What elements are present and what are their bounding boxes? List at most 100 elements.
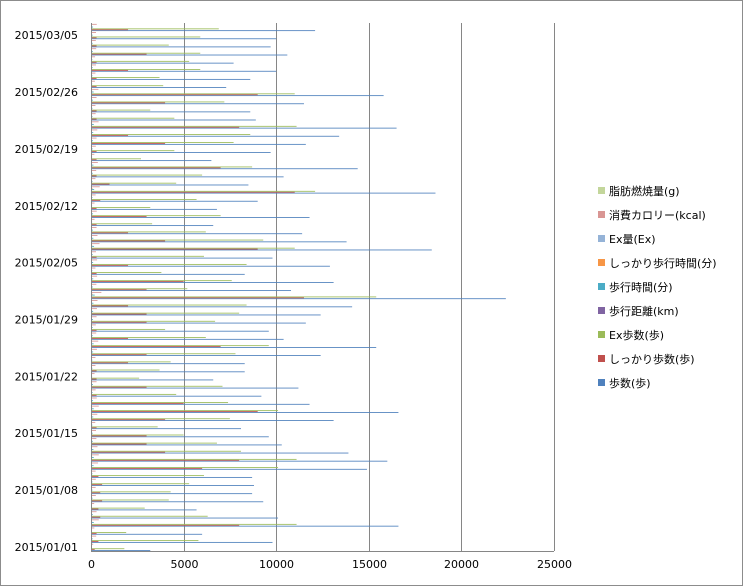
bar: [91, 237, 94, 239]
bar: [91, 213, 94, 215]
bar: [91, 517, 279, 519]
y-tick-label: 2015/01/15: [15, 427, 78, 440]
bar: [91, 412, 399, 413]
bar: [91, 121, 99, 123]
bar: [91, 194, 96, 196]
bar: [91, 328, 166, 330]
bar: [91, 86, 97, 88]
bar: [91, 109, 151, 111]
bar: [91, 413, 98, 415]
y-tick-label: 2015/03/05: [15, 29, 78, 42]
bar: [91, 393, 177, 395]
bar: [91, 289, 147, 291]
bar: [91, 533, 203, 535]
legend-label: Ex歩数(歩): [609, 328, 664, 342]
bar: [91, 256, 97, 258]
bar: [91, 297, 304, 299]
bar: [91, 199, 197, 200]
bar: [91, 245, 95, 247]
bar: [91, 218, 95, 220]
bar: [91, 507, 145, 509]
bar: [91, 226, 97, 228]
bar: [91, 216, 147, 217]
bar: [91, 262, 94, 264]
bar: [91, 239, 264, 241]
bar: [91, 105, 96, 106]
bar: [91, 361, 171, 363]
bar: [91, 430, 96, 431]
bar: [91, 278, 94, 280]
legend-label: 脂肪燃焼量(g): [609, 184, 680, 198]
bar: [91, 535, 97, 537]
bar: [91, 77, 160, 78]
bar: [91, 291, 102, 293]
y-tick-label: 2015/01/01: [15, 541, 78, 554]
bar: [91, 161, 98, 163]
bar: [91, 224, 97, 226]
bar: [91, 56, 96, 58]
bar: [91, 282, 334, 283]
bar: [91, 257, 273, 259]
bar: [91, 88, 99, 90]
bar: [91, 548, 125, 550]
bar: [91, 355, 321, 356]
bar: [91, 449, 94, 450]
bar: [91, 151, 97, 153]
bar: [91, 231, 206, 233]
bar: [91, 370, 97, 372]
bar: [91, 249, 432, 251]
bar: [91, 410, 279, 412]
bar: [91, 321, 147, 323]
bar: [91, 37, 97, 39]
bar: [91, 476, 253, 478]
bar: [91, 64, 96, 66]
bar: [91, 29, 129, 31]
bar: [91, 60, 190, 62]
bar: [91, 541, 99, 542]
bar: [91, 152, 271, 153]
bar: [91, 495, 96, 496]
bar: [91, 135, 340, 137]
bar: [91, 385, 223, 387]
y-tick-label: 2015/02/19: [15, 143, 78, 156]
bar: [91, 126, 240, 128]
legend-swatch: [598, 355, 605, 362]
legend-swatch: [598, 331, 605, 338]
bar: [91, 243, 100, 245]
bar: [91, 294, 95, 296]
bar: [91, 283, 97, 285]
bar: [91, 442, 217, 444]
bar: [91, 235, 98, 236]
bar: [91, 460, 388, 462]
bar: [91, 379, 214, 381]
bar: [91, 444, 282, 446]
bar: [91, 426, 158, 428]
bar: [91, 543, 94, 545]
bar: [91, 428, 242, 430]
bar: [91, 275, 98, 277]
bar: [91, 189, 95, 190]
bar: [91, 438, 97, 440]
bar: [91, 348, 97, 350]
bar: [91, 127, 397, 129]
bar: [91, 124, 94, 125]
bar: [91, 312, 240, 314]
legend-swatch: [598, 379, 605, 386]
bar: [91, 97, 97, 98]
bar: [91, 501, 264, 503]
bar: [91, 101, 225, 103]
bar: [91, 314, 321, 316]
bar: [91, 446, 98, 448]
bar: [91, 70, 277, 72]
bar: [91, 305, 129, 307]
bar: [91, 240, 166, 242]
bar: [91, 298, 506, 300]
bar: [91, 28, 219, 30]
bar: [91, 400, 94, 402]
bar: [91, 113, 96, 115]
bar: [91, 145, 96, 147]
bar: [91, 26, 94, 28]
bar: [91, 330, 269, 332]
bar: [91, 527, 95, 529]
bar: [91, 492, 101, 494]
